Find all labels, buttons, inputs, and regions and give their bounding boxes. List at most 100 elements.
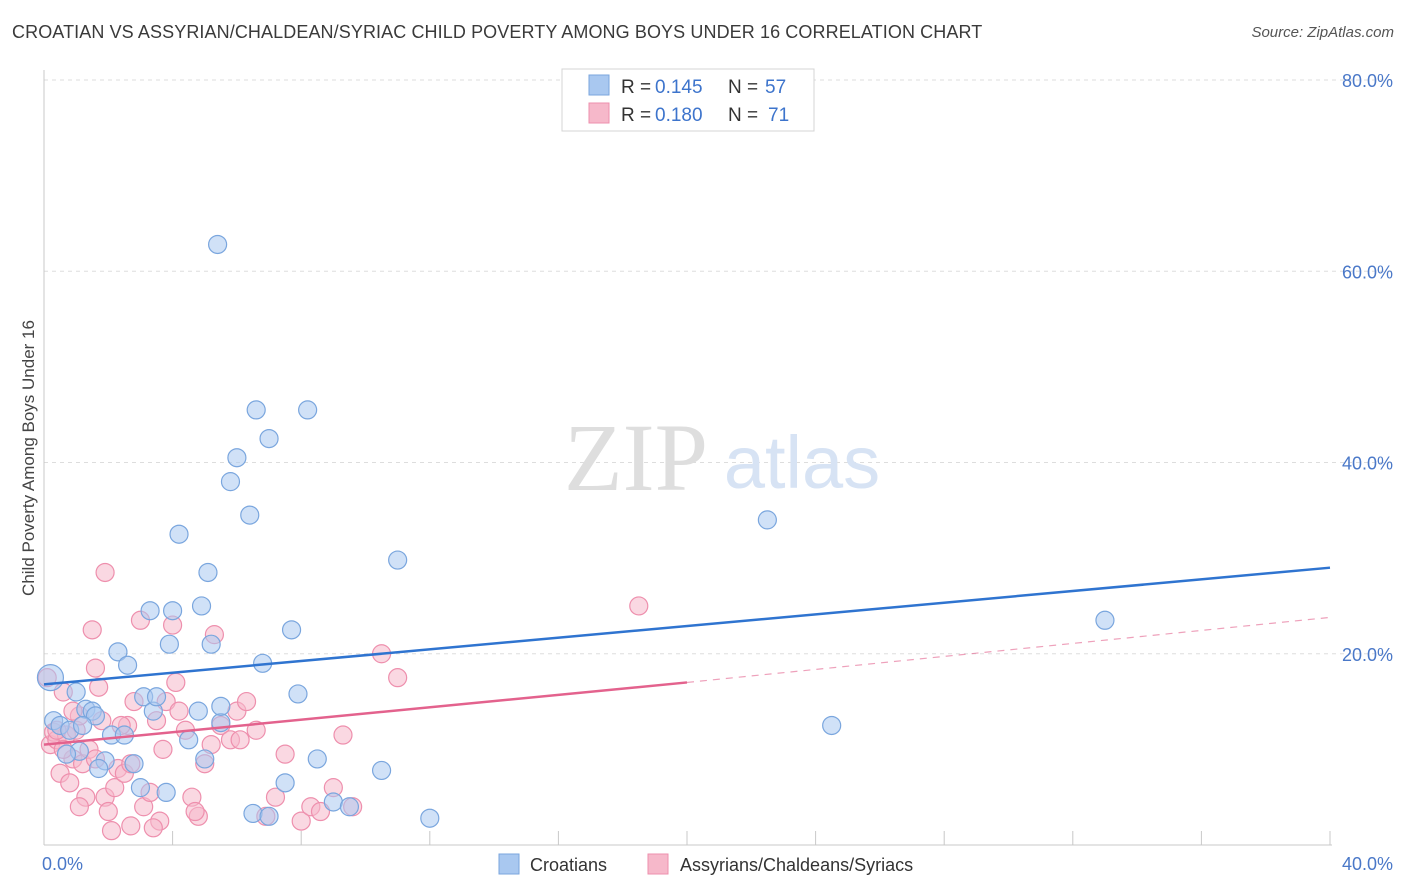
point-croatians: [159, 634, 179, 654]
point-croatians: [191, 596, 212, 616]
series-croatians-points: [36, 234, 1115, 828]
point-croatians: [259, 806, 279, 826]
watermark-atlas: atlas: [724, 421, 880, 504]
point-assyrians: [291, 811, 311, 831]
point-croatians: [124, 754, 144, 774]
point-croatians: [85, 706, 106, 726]
point-assyrians: [153, 739, 173, 759]
point-assyrians: [333, 725, 353, 745]
point-croatians: [1095, 610, 1115, 630]
x-tick-label: 40.0%: [1342, 854, 1393, 874]
point-croatians: [211, 696, 231, 716]
legend-swatch-assyrians: [588, 102, 610, 124]
point-assyrians: [275, 744, 295, 764]
bottom-legend: Croatians Assyrians/Chaldeans/Syriacs: [498, 853, 913, 875]
legend: R = 0.145 N = 57 R = 0.180 N = 71: [561, 68, 815, 132]
point-croatians: [240, 505, 260, 525]
point-croatians: [420, 808, 440, 828]
point-croatians: [323, 792, 343, 812]
point-croatians: [208, 234, 228, 255]
point-assyrians: [265, 787, 286, 807]
point-croatians: [179, 730, 199, 750]
y-tick-label: 40.0%: [1342, 454, 1393, 474]
point-croatians: [259, 428, 279, 449]
point-croatians: [72, 715, 93, 736]
bottom-legend-swatch-assyrians: [647, 853, 669, 875]
point-croatians: [388, 550, 408, 570]
point-croatians: [243, 803, 263, 824]
point-croatians: [188, 701, 208, 721]
point-croatians: [130, 778, 151, 798]
axes: [43, 70, 1332, 846]
point-croatians: [822, 715, 842, 736]
y-tick-label: 20.0%: [1342, 645, 1393, 665]
point-assyrians: [166, 672, 186, 693]
point-croatians: [169, 524, 189, 544]
point-croatians: [281, 620, 302, 640]
y-tick-label: 80.0%: [1342, 71, 1393, 91]
point-assyrians: [185, 801, 205, 822]
trend-line-assyrians: [43, 681, 688, 746]
point-croatians: [163, 601, 183, 621]
point-croatians: [246, 400, 266, 420]
point-croatians: [757, 510, 777, 530]
point-croatians: [108, 642, 128, 662]
point-assyrians: [310, 801, 331, 822]
x-tick-label: 0.0%: [42, 854, 83, 874]
point-croatians: [227, 448, 247, 468]
point-croatians: [117, 655, 138, 675]
legend-r-value-croatians: 0.145: [655, 77, 703, 98]
legend-r-value-assyrians: 0.180: [655, 105, 703, 126]
bottom-legend-label-croatians: Croatians: [530, 855, 607, 875]
point-assyrians: [82, 620, 102, 640]
y-axis-label: Child Poverty Among Boys Under 16: [19, 320, 38, 596]
point-croatians: [307, 749, 327, 769]
point-assyrians: [98, 801, 118, 822]
legend-r-label: R =: [621, 77, 651, 98]
x-tick-labels: 0.0% 40.0%: [42, 854, 1393, 874]
point-croatians: [156, 782, 176, 803]
trend-line-croatians: [43, 566, 1331, 686]
point-croatians: [195, 749, 215, 769]
point-assyrians: [169, 701, 189, 721]
point-croatians: [36, 664, 65, 692]
legend-n-value-croatians: 57: [765, 77, 786, 98]
series-assyrians-points: [37, 562, 649, 841]
trend-line-assyrians-extended: [686, 616, 1331, 684]
point-assyrians: [69, 797, 89, 817]
point-croatians: [140, 601, 160, 621]
legend-n-label: N =: [728, 77, 758, 98]
legend-n-label: N =: [728, 105, 758, 126]
point-assyrians: [101, 821, 122, 841]
point-assyrians: [388, 668, 408, 688]
point-croatians: [298, 400, 318, 420]
point-croatians: [198, 562, 218, 583]
point-assyrians: [105, 778, 125, 798]
legend-swatch-croatians: [588, 74, 610, 96]
point-assyrians: [230, 730, 250, 750]
legend-n-value-assyrians: 71: [768, 105, 789, 126]
gridlines: [44, 79, 1392, 655]
y-tick-label: 60.0%: [1342, 262, 1393, 282]
point-croatians: [56, 744, 77, 764]
point-croatians: [66, 682, 86, 702]
point-croatians: [220, 472, 241, 492]
point-croatians: [275, 773, 295, 793]
point-croatians: [339, 797, 360, 817]
bottom-legend-swatch-croatians: [498, 853, 520, 875]
point-assyrians: [85, 658, 106, 678]
y-tick-labels: 20.0% 40.0% 60.0% 80.0%: [1342, 71, 1393, 665]
point-croatians: [146, 687, 167, 707]
x-ticks: [43, 831, 1331, 845]
watermark-zip: ZIP: [564, 404, 708, 511]
watermark: ZIP atlas: [564, 404, 880, 511]
point-assyrians: [60, 773, 80, 793]
point-assyrians: [236, 691, 257, 712]
point-assyrians: [629, 596, 649, 616]
trend-lines: [43, 566, 1331, 746]
point-assyrians: [143, 818, 163, 838]
point-assyrians: [121, 816, 141, 836]
point-assyrians: [95, 562, 115, 583]
bottom-legend-label-assyrians: Assyrians/Chaldeans/Syriacs: [680, 855, 913, 875]
